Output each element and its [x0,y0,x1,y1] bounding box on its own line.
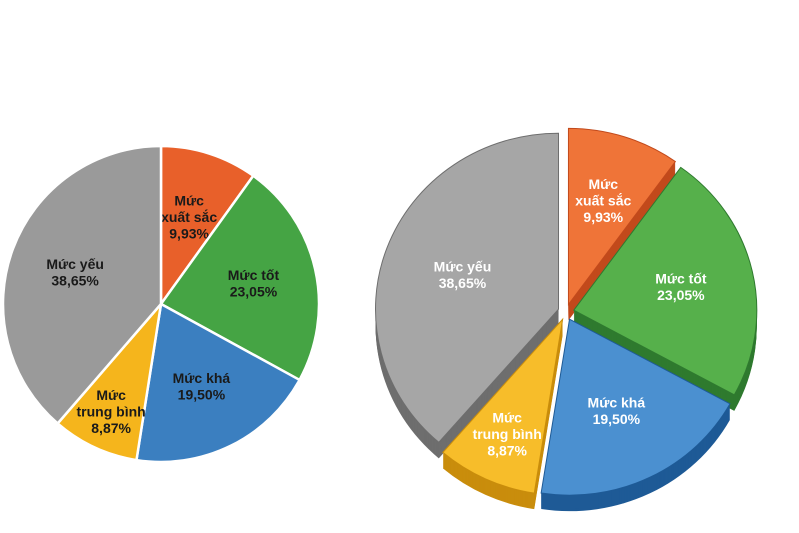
slice-category-label: Mức [588,176,618,192]
slice-category-label: xuất sắc [161,208,217,225]
slice-category-label: Mức yếu [434,259,492,275]
slice-category-label: Mức [96,387,126,403]
slice-category-label: Mức khá [173,370,231,386]
slice-value-label: 9,93% [583,209,623,225]
slice-category-label: trung bình [473,426,542,442]
pie-slice-muc-trung-binh [55,299,163,462]
slice-category-label: Mức tốt [228,267,280,283]
slice-category-label: Mức [174,192,204,208]
slice-value-label: 23,05% [230,283,278,299]
slice-value-label: 19,50% [593,411,641,427]
slice-category-label: Mức yếu [46,256,104,272]
slice-category-label: Mức khá [588,395,646,411]
pie-slice-muc-kha [135,302,302,464]
slice-value-label: 23,05% [657,287,705,303]
slice-value-label: 8,87% [91,420,131,436]
pie-slice-muc-tot [573,166,758,396]
slice-value-label: 19,50% [178,387,226,403]
pie-slice-muc-trung-binh [442,317,564,494]
slice-category-label: xuất sắc [575,192,631,209]
pie-slice-muc-tot [159,174,321,382]
pie-slice-muc-kha [540,318,731,496]
slice-category-label: Mức [492,410,522,426]
pie-slice-muc-xuat-sac [567,127,677,306]
pie-slice-muc-xuat-sac [159,144,256,308]
slice-value-label: 9,93% [169,225,209,241]
slice-value-label: 38,65% [51,272,99,288]
slice-category-label: trung bình [77,403,146,419]
slice-category-label: Mức tốt [655,271,707,287]
pie-slice-muc-yeu [1,144,163,426]
slice-value-label: 38,65% [439,275,487,291]
slice-value-label: 8,87% [487,443,527,459]
pie-slice-muc-yeu [375,132,560,444]
